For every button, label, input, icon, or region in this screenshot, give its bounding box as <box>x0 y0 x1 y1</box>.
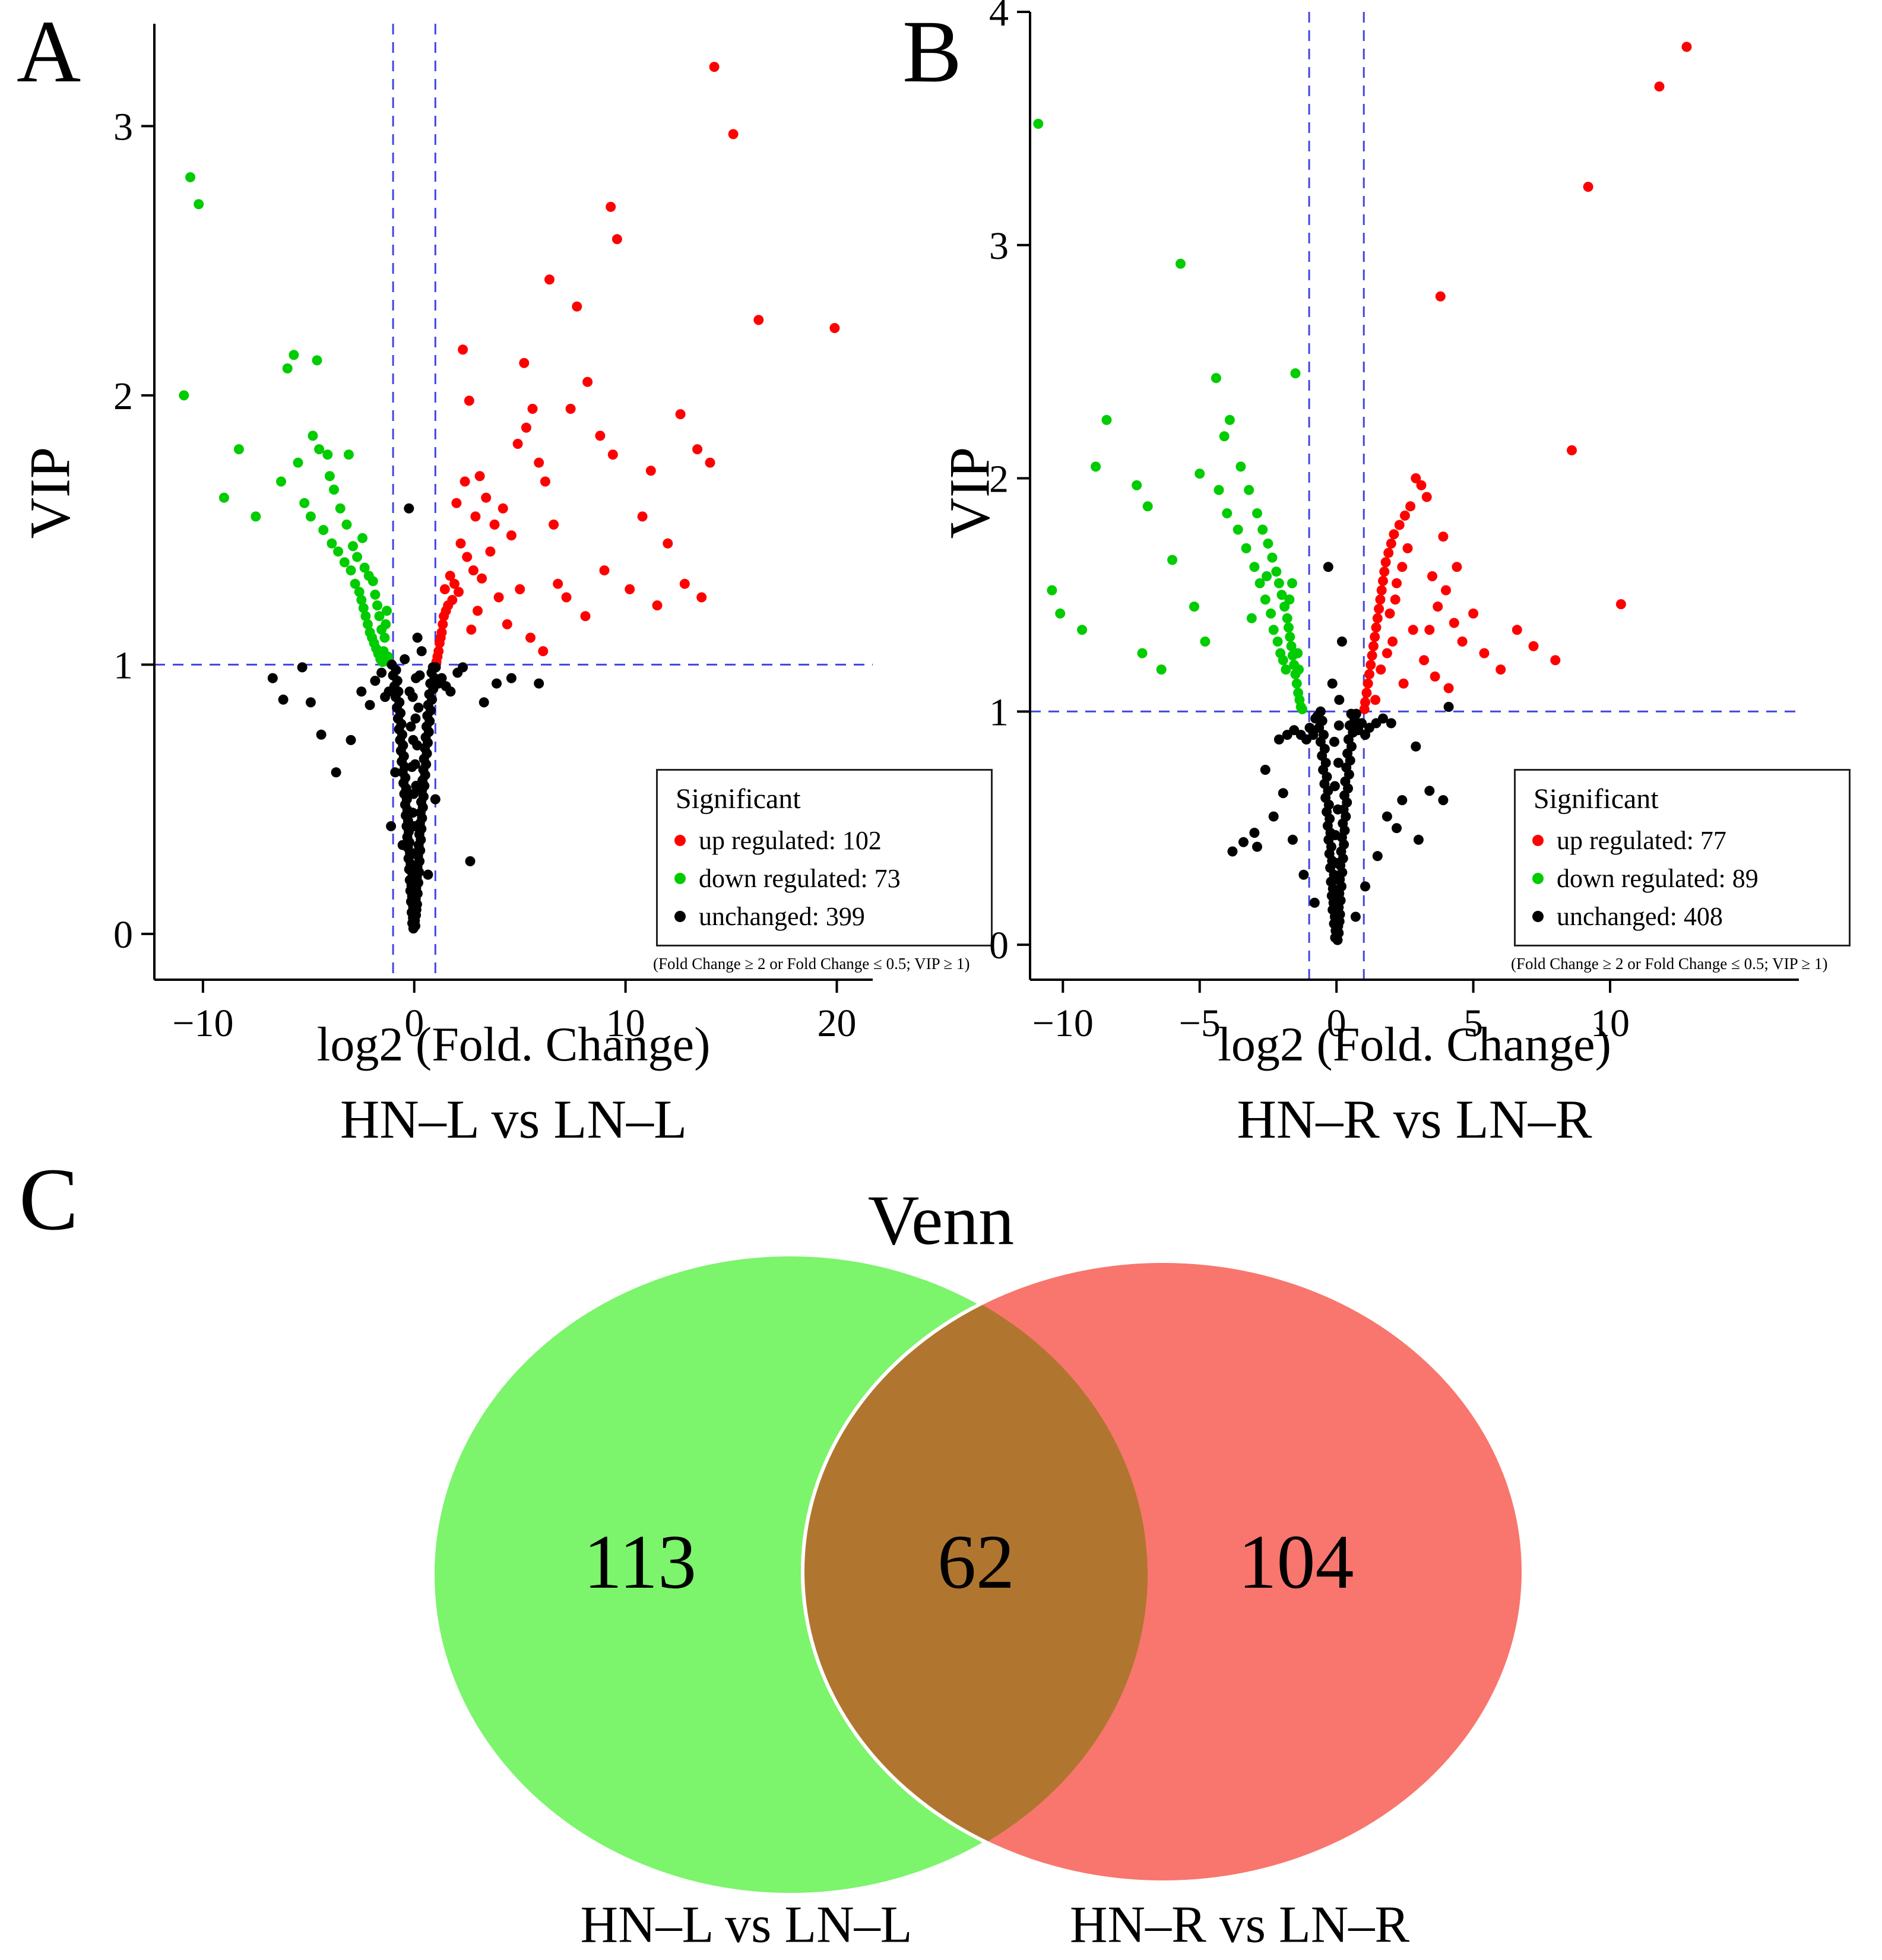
volcano-plot-a: 0 1 2 3 −10 0 10 20 <box>113 24 873 1045</box>
venn-title: Venn <box>867 1180 1015 1259</box>
threshold-note-a: (Fold Change ≥ 2 or Fold Change ≤ 0.5; V… <box>653 955 970 973</box>
venn-left-label: HN–L vs LN–L <box>580 1896 913 1954</box>
legend-item-unchanged: unchanged: 408 <box>1532 897 1832 935</box>
panel-a-letter: A <box>17 2 81 101</box>
svg-text:5: 5 <box>1463 1002 1483 1045</box>
axes: 0 1 2 3 −10 0 10 20 <box>113 24 873 1045</box>
y-axis-label-a: VIP <box>18 447 82 539</box>
svg-text:1: 1 <box>113 644 133 687</box>
volcano-panel-b: 0 1 2 3 4 −10 −5 0 5 10 VIP Significant up regula… <box>938 0 1882 1176</box>
venn-overlap-count: 62 <box>937 1519 1015 1605</box>
svg-text:2: 2 <box>113 375 133 418</box>
scatter-points <box>179 62 840 934</box>
svg-text:10: 10 <box>606 1002 645 1045</box>
panel-b-letter: B <box>902 2 962 101</box>
y-axis-label-b: VIP <box>937 447 1002 539</box>
legend-item-label: down regulated: 73 <box>699 863 901 893</box>
svg-text:−10: −10 <box>1032 1002 1094 1045</box>
venn-left-count: 113 <box>583 1519 697 1605</box>
svg-text:−5: −5 <box>1179 1002 1221 1045</box>
venn-diagram <box>431 1253 1525 1896</box>
svg-text:1: 1 <box>989 691 1009 734</box>
volcano-panel-a: 0 1 2 3 −10 0 10 20 VIP Significant up regulate… <box>0 0 993 1176</box>
down-regulated-dot-icon <box>674 872 686 884</box>
panel-a-title: HN–L vs LN–L <box>340 1089 687 1150</box>
threshold-note-b: (Fold Change ≥ 2 or Fold Change ≤ 0.5; V… <box>1511 955 1828 973</box>
legend-item-up: up regulated: 77 <box>1532 821 1832 859</box>
legend-b: Significant up regulated: 77 down regula… <box>1514 769 1851 946</box>
svg-text:2: 2 <box>989 458 1009 501</box>
threshold-guides <box>1030 12 1799 980</box>
svg-text:20: 20 <box>818 1002 857 1045</box>
threshold-guides <box>154 24 873 980</box>
venn-panel: Venn 113 62 104 HN–L vs LN–L HN–R vs LN–… <box>0 1176 1882 1960</box>
legend-title: Significant <box>676 783 801 815</box>
down-regulated-dot-icon <box>1532 872 1544 884</box>
svg-text:−10: −10 <box>172 1002 233 1045</box>
legend-item-label: down regulated: 89 <box>1557 863 1759 893</box>
svg-text:0: 0 <box>989 924 1009 967</box>
unchanged-dot-icon <box>1532 910 1544 922</box>
legend-item-label: up regulated: 102 <box>699 825 882 855</box>
legend-item-unchanged: unchanged: 399 <box>674 897 974 935</box>
volcano-plot-b: 0 1 2 3 4 −10 −5 0 5 10 <box>989 0 1799 1045</box>
scatter-points <box>1033 42 1692 945</box>
legend-item-label: unchanged: 408 <box>1557 901 1723 931</box>
legend-item-label: unchanged: 399 <box>699 901 865 931</box>
panel-c-letter: C <box>19 1150 79 1249</box>
svg-text:10: 10 <box>1590 1002 1630 1045</box>
legend-item-down: down regulated: 89 <box>1532 859 1832 897</box>
legend-item-down: down regulated: 73 <box>674 859 974 897</box>
up-regulated-dot-icon <box>674 834 686 846</box>
svg-text:0: 0 <box>1327 1002 1346 1045</box>
venn-right-label: HN–R vs LN–R <box>1069 1896 1410 1954</box>
legend-item-label: up regulated: 77 <box>1557 825 1726 855</box>
legend-item-up: up regulated: 102 <box>674 821 974 859</box>
up-regulated-dot-icon <box>1532 834 1544 846</box>
svg-text:0: 0 <box>404 1002 424 1045</box>
unchanged-dot-icon <box>674 910 686 922</box>
legend-a: Significant up regulated: 102 down regul… <box>656 769 993 946</box>
legend-title: Significant <box>1534 783 1659 815</box>
svg-text:3: 3 <box>113 105 133 148</box>
svg-text:4: 4 <box>989 0 1009 34</box>
axes: 0 1 2 3 4 −10 −5 0 5 10 <box>989 0 1799 1045</box>
svg-text:0: 0 <box>113 913 133 957</box>
x-axis-label-a: log2 (Fold. Change) <box>316 1017 711 1071</box>
panel-b-title: HN–R vs LN–R <box>1237 1089 1592 1150</box>
venn-overlap-region <box>801 1259 1148 1884</box>
svg-text:3: 3 <box>989 224 1009 268</box>
x-axis-label-b: log2 (Fold. Change) <box>1218 1017 1611 1071</box>
venn-right-count: 104 <box>1238 1519 1354 1605</box>
